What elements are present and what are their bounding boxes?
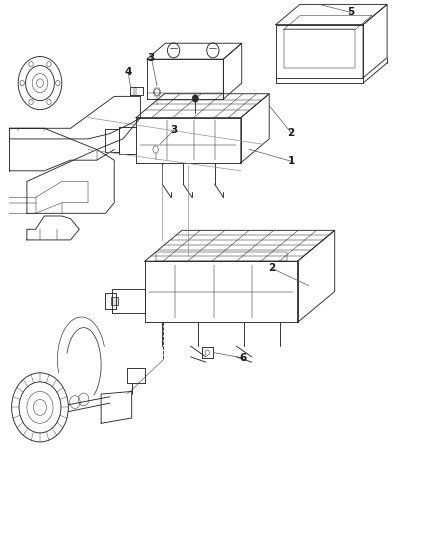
Text: 3: 3 <box>148 53 155 62</box>
Text: 2: 2 <box>268 263 275 273</box>
Text: 3: 3 <box>170 125 177 135</box>
Bar <box>111 297 118 305</box>
Circle shape <box>192 95 198 102</box>
Text: 1: 1 <box>287 156 295 166</box>
Text: 4: 4 <box>124 68 132 77</box>
Text: 6: 6 <box>240 353 247 363</box>
Text: 2: 2 <box>287 127 295 138</box>
Text: 5: 5 <box>347 7 354 18</box>
